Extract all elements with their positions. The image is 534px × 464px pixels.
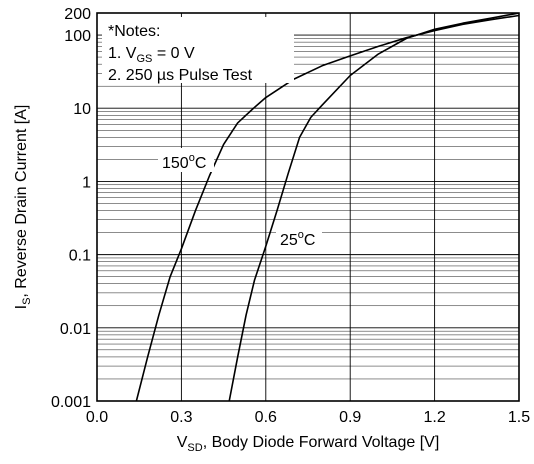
- series-label-25c-background: [276, 226, 322, 250]
- y-tick-label: 200: [64, 6, 91, 23]
- x-tick-label: 0.0: [86, 409, 108, 426]
- x-tick-label: 0.3: [170, 409, 192, 426]
- series-line-25c: [228, 13, 519, 401]
- y-tick-label: 0.001: [51, 394, 91, 411]
- notes-line-2: 2. 250 µs Pulse Test: [108, 67, 253, 84]
- series-label-25c-value: 25: [280, 232, 298, 249]
- series-label-150c-background: [158, 148, 214, 172]
- y-tick-label: 0.01: [60, 321, 91, 338]
- series-label-25c: 25oC: [280, 229, 315, 249]
- x-axis-title-main: V: [177, 434, 188, 451]
- y-tick-label: 100: [64, 28, 91, 45]
- notes-line-1-subscript: GS: [136, 53, 152, 65]
- series-label-150c-value: 150: [162, 155, 189, 172]
- x-tick-label: 1.5: [508, 409, 530, 426]
- tick-label-layer: 0.0 0.3 0.6 0.9 1.2 1.5 0.001 0.01 0.1 1 10 100 200: [51, 6, 530, 426]
- series-label-150c: 150oC: [162, 152, 206, 172]
- series-label-150c-degree: o: [189, 152, 195, 164]
- x-axis-title: VSD, Body Diode Forward Voltage [V]: [177, 434, 440, 454]
- curve-layer: [135, 13, 519, 401]
- y-tick-label: 10: [73, 101, 91, 118]
- plot-frame: [96, 12, 520, 402]
- y-tick-label: 0.1: [69, 248, 91, 265]
- notes-line-1-suffix: = 0 V: [152, 45, 195, 62]
- notes-line-1-prefix: 1. V: [108, 45, 137, 62]
- y-axis-title: IS, Reverse Drain Current [A]: [13, 105, 33, 310]
- series-label-25c-degree: o: [298, 229, 304, 241]
- y-axis-title-main: I: [13, 305, 30, 309]
- notes-line-1: 1. VGS = 0 V: [108, 45, 195, 65]
- notes-box: [102, 17, 294, 83]
- series-label-25c-unit: C: [304, 232, 316, 249]
- x-tick-label: 0.6: [255, 409, 277, 426]
- series-line-150c: [135, 14, 519, 401]
- y-tick-label: 1: [82, 174, 91, 191]
- x-axis-title-subscript: SD: [187, 442, 202, 454]
- x-axis-title-rest: , Body Diode Forward Voltage [V]: [203, 434, 440, 451]
- x-tick-label: 1.2: [423, 409, 445, 426]
- series-label-150c-unit: C: [195, 155, 207, 172]
- y-axis-title-rest: , Reverse Drain Current [A]: [13, 105, 30, 298]
- x-tick-label: 0.9: [339, 409, 361, 426]
- notes-title: *Notes:: [108, 23, 160, 40]
- y-axis-title-subscript: S: [21, 298, 33, 305]
